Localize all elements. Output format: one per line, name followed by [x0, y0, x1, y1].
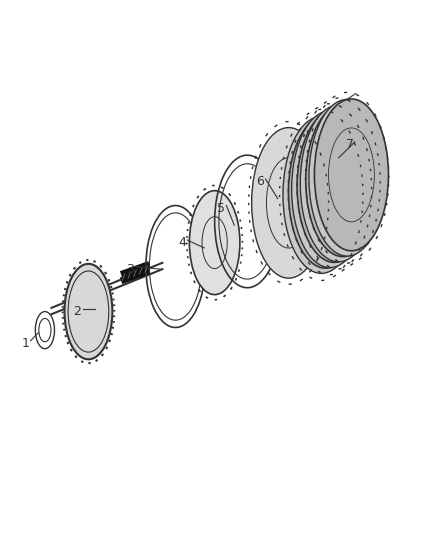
- Text: 7: 7: [346, 138, 353, 151]
- Ellipse shape: [189, 191, 240, 295]
- Text: 2: 2: [74, 305, 81, 318]
- Ellipse shape: [309, 100, 385, 256]
- Text: 5: 5: [217, 201, 225, 215]
- Ellipse shape: [300, 105, 377, 262]
- Text: 1: 1: [21, 337, 29, 350]
- Ellipse shape: [252, 127, 325, 278]
- Ellipse shape: [283, 116, 360, 273]
- Ellipse shape: [64, 264, 113, 359]
- Ellipse shape: [292, 111, 368, 268]
- Ellipse shape: [314, 99, 389, 251]
- Ellipse shape: [289, 116, 363, 268]
- Ellipse shape: [76, 273, 110, 326]
- Text: 3: 3: [126, 263, 134, 276]
- Text: 4: 4: [178, 236, 186, 249]
- Ellipse shape: [306, 104, 380, 256]
- Text: 6: 6: [256, 175, 264, 188]
- Ellipse shape: [297, 110, 371, 262]
